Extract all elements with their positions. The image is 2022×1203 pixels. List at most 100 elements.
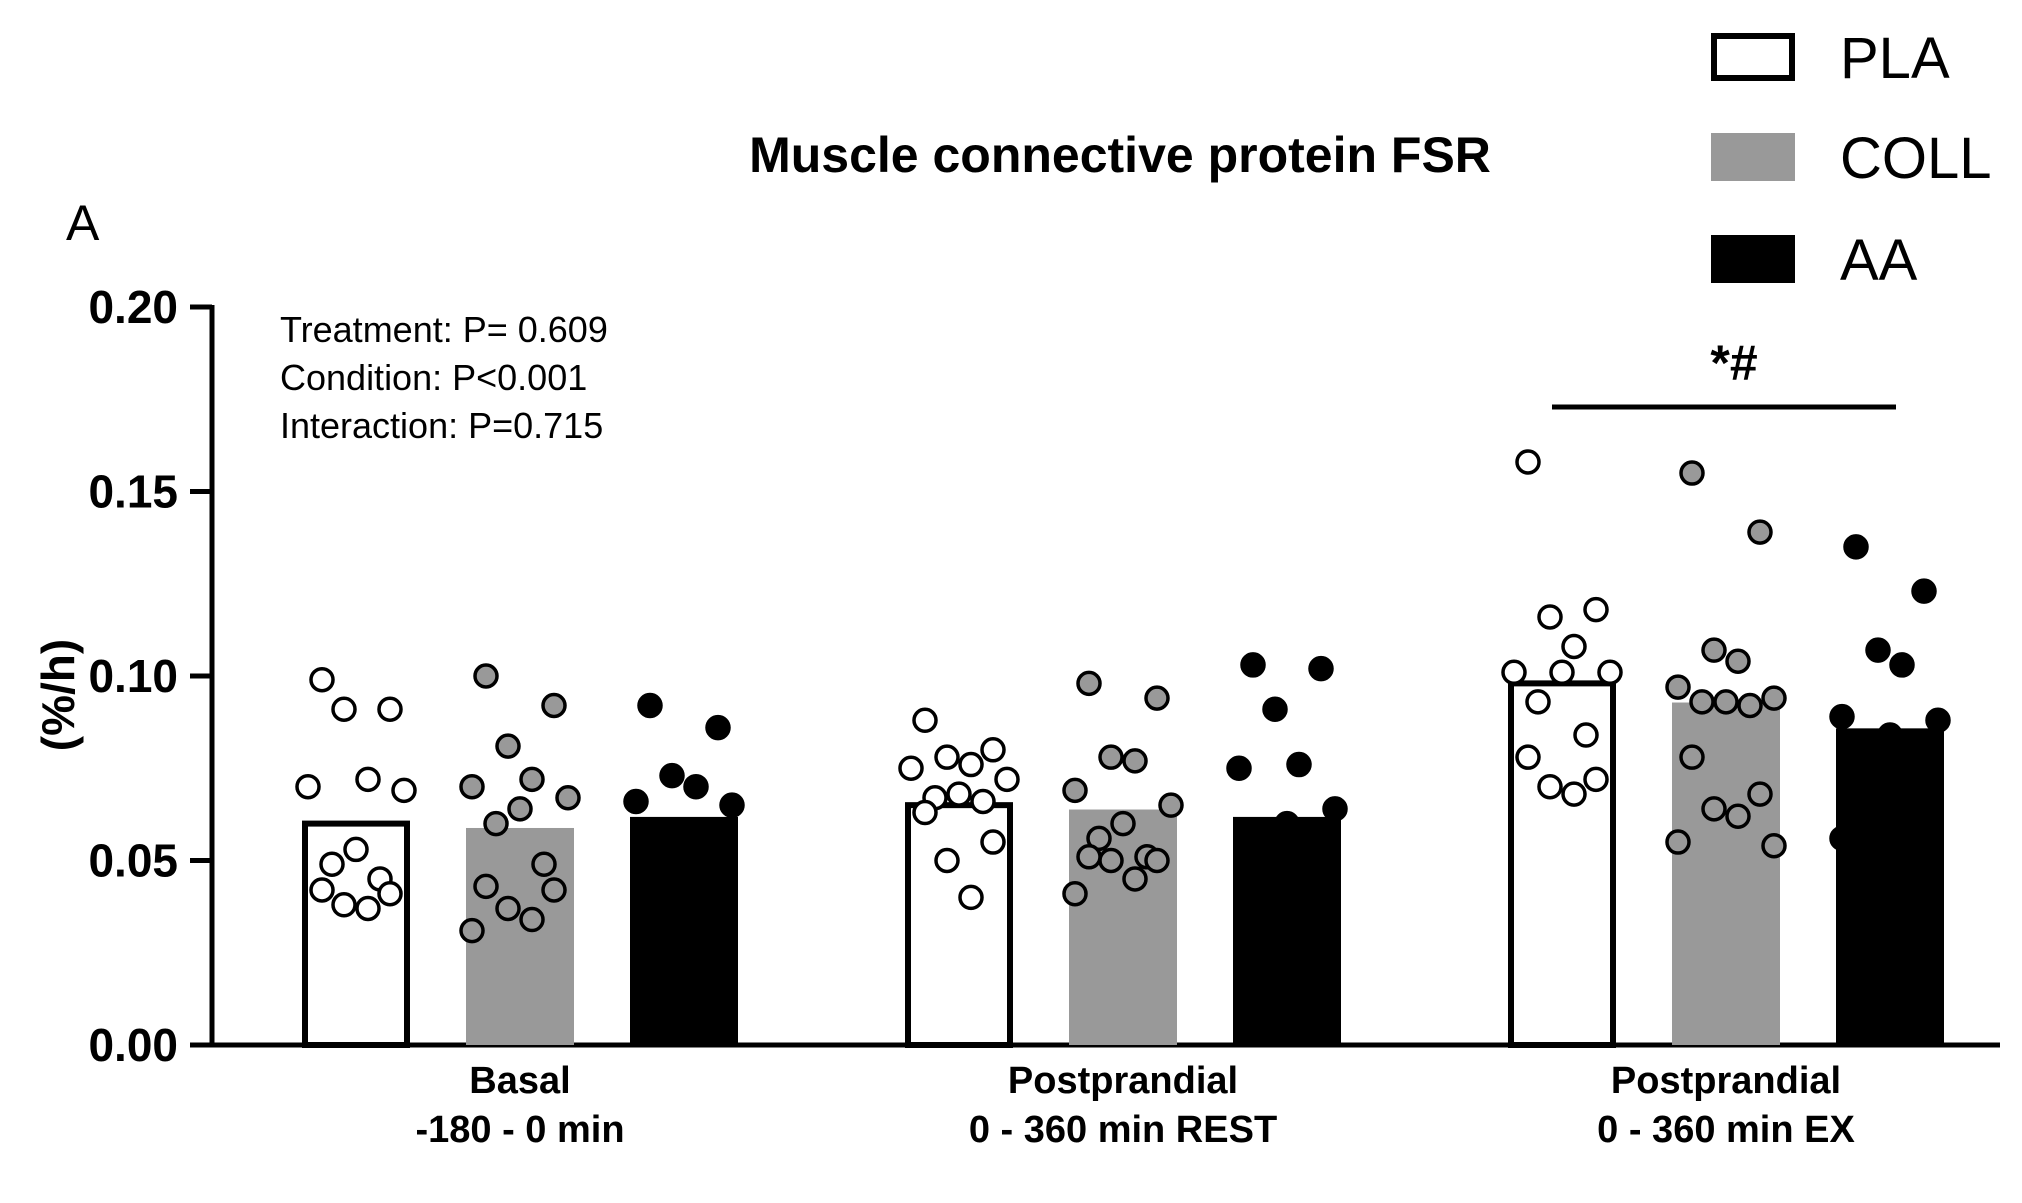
data-point-aa <box>719 792 745 818</box>
y-tick-label: 0.15 <box>88 466 178 518</box>
data-point-coll <box>1747 519 1773 545</box>
stat-interaction: Interaction: P=0.715 <box>280 405 603 446</box>
data-point-pla <box>946 781 972 807</box>
bar-aa <box>1836 728 1944 1045</box>
x-category-label: -180 - 0 min <box>415 1109 624 1151</box>
data-point-coll <box>1158 792 1184 818</box>
x-category-label: 0 - 360 min REST <box>969 1109 1277 1151</box>
data-point-aa <box>623 788 649 815</box>
y-tick-label: 0.10 <box>88 650 178 702</box>
data-point-pla <box>309 877 335 903</box>
data-point-pla <box>898 755 924 781</box>
data-point-pla <box>319 851 345 877</box>
data-point-aa <box>1322 796 1348 822</box>
data-point-coll <box>1122 748 1148 774</box>
data-point-aa <box>1240 652 1266 678</box>
data-point-pla <box>1561 781 1587 807</box>
data-point-aa <box>1226 755 1252 781</box>
data-point-aa <box>1889 799 1915 826</box>
data-point-coll <box>1098 847 1124 874</box>
data-point-coll <box>1665 674 1691 700</box>
data-point-coll <box>1747 781 1773 807</box>
data-point-coll <box>1701 796 1727 822</box>
data-point-coll <box>531 851 557 877</box>
panel-label: A <box>66 195 100 251</box>
data-point-aa <box>1911 578 1937 604</box>
data-point-coll <box>483 810 509 837</box>
stat-treatment: Treatment: P= 0.609 <box>280 309 608 350</box>
data-point-pla <box>994 766 1020 793</box>
data-point-aa <box>1829 703 1855 730</box>
data-point-coll <box>507 796 533 822</box>
legend-label-coll: COLL <box>1840 126 1992 191</box>
stat-condition: Condition: P<0.001 <box>280 357 587 398</box>
data-point-pla <box>309 666 335 693</box>
data-point-coll <box>495 895 521 922</box>
data-point-coll <box>459 917 485 944</box>
data-point-coll <box>1679 460 1705 486</box>
data-point-pla <box>355 766 381 793</box>
data-point-pla <box>391 777 417 804</box>
data-point-pla <box>377 696 403 722</box>
data-point-aa <box>1843 534 1869 560</box>
bar-pla <box>905 802 1013 1049</box>
data-point-coll <box>1076 844 1102 870</box>
data-point-coll <box>1098 744 1124 770</box>
data-point-aa <box>659 984 685 1010</box>
data-point-coll <box>1761 685 1787 711</box>
data-point-pla <box>1549 659 1575 686</box>
data-point-aa <box>1286 921 1312 948</box>
data-point-aa <box>637 692 663 719</box>
data-point-pla <box>980 737 1006 763</box>
data-point-coll <box>1725 803 1751 829</box>
chart-title: Muscle connective protein FSR <box>749 127 1491 183</box>
data-point-aa <box>1240 880 1266 907</box>
data-point-aa <box>1308 903 1334 929</box>
data-point-aa <box>659 762 685 789</box>
data-point-aa <box>1262 910 1288 936</box>
y-axis-label: (%/h) <box>32 639 84 751</box>
data-point-pla <box>1515 744 1541 770</box>
data-point-pla <box>1501 659 1527 686</box>
data-point-pla <box>1537 773 1563 800</box>
legend-swatch-coll <box>1711 133 1795 181</box>
data-point-pla <box>1573 722 1599 748</box>
legend-label-aa: AA <box>1840 228 1918 293</box>
data-point-aa <box>1911 788 1937 815</box>
data-point-aa <box>1262 696 1288 722</box>
data-point-aa <box>647 825 673 852</box>
data-point-coll <box>1679 744 1705 770</box>
data-point-aa <box>1829 825 1855 852</box>
data-point-coll <box>1076 670 1102 697</box>
data-point-aa <box>1865 796 1891 822</box>
data-point-pla <box>1561 633 1587 660</box>
data-point-coll <box>1144 685 1170 711</box>
data-point-pla <box>355 895 381 922</box>
data-point-coll <box>1144 847 1170 874</box>
data-point-pla <box>958 751 984 778</box>
data-point-aa <box>1308 655 1334 682</box>
x-category-label: 0 - 360 min EX <box>1597 1109 1855 1151</box>
data-point-pla <box>1583 596 1609 623</box>
data-point-coll <box>1761 832 1787 859</box>
data-point-coll <box>541 692 567 719</box>
data-point-aa <box>1286 751 1312 778</box>
plot-area: 0.00 0.05 0.10 0.15 0.20 Basal -180 - 0 min Pos… <box>88 281 2000 1151</box>
legend-swatch-aa <box>1711 235 1795 283</box>
data-point-pla <box>958 884 984 911</box>
significance-marker: *# <box>1710 335 1757 391</box>
data-point-pla <box>1537 604 1563 630</box>
y-tick-label: 0.00 <box>88 1019 178 1071</box>
legend-swatch-pla <box>1711 33 1795 81</box>
data-point-coll <box>1737 692 1763 719</box>
data-point-coll <box>519 906 545 933</box>
data-point-aa <box>637 884 663 911</box>
data-point-aa <box>1274 810 1300 837</box>
data-point-coll <box>1122 866 1148 892</box>
data-point-aa <box>705 925 731 951</box>
x-category-label: Basal <box>469 1060 570 1102</box>
data-point-pla <box>1515 449 1541 475</box>
legend-label-pla: PLA <box>1840 26 1950 91</box>
data-point-aa <box>671 818 697 844</box>
